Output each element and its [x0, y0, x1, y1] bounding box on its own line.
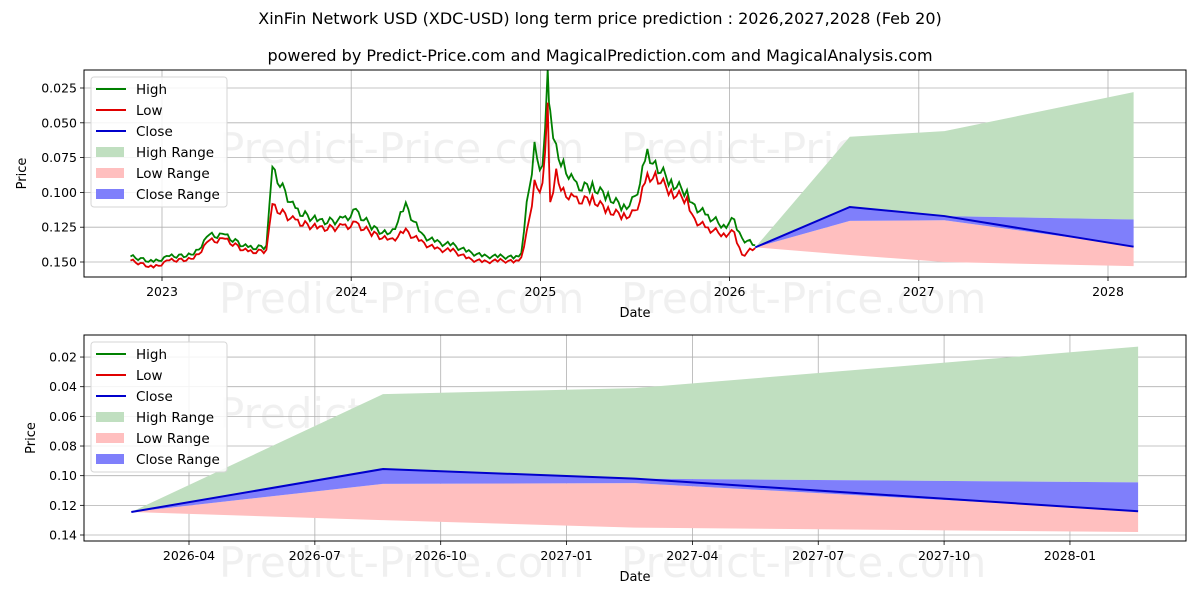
legend-label: Low: [136, 103, 163, 119]
y-tick-label: 0.06: [49, 409, 77, 424]
high-range-band: [131, 346, 1139, 513]
legend: High Low Close High Range Low Range Close Ran…: [90, 341, 228, 473]
legend-patch-low-range: [96, 168, 124, 178]
x-axis-label: Date: [619, 306, 650, 321]
legend-label: Low Range: [136, 431, 210, 447]
y-axis-label: Price: [15, 158, 30, 190]
y-tick-label: 0.075: [41, 150, 77, 165]
legend-label: Close Range: [136, 187, 220, 203]
x-tick-label: 2027-01: [540, 548, 592, 563]
chart-title: XinFin Network USD (XDC-USD) long term p…: [258, 9, 942, 28]
watermark: Predict-Price.com: [219, 124, 584, 173]
x-tick-label: 2025: [524, 284, 556, 299]
legend: High Low Close High Range Low Range Close Ran…: [90, 76, 228, 208]
x-tick-label: 2026-07: [289, 548, 341, 563]
legend-label: Close: [136, 124, 173, 140]
close-range-band: [131, 469, 1139, 513]
legend-label: High Range: [136, 145, 214, 161]
x-tick-label: 2027-04: [666, 548, 718, 563]
legend-label: Close: [136, 389, 173, 405]
x-tick-label: 2027-10: [918, 548, 970, 563]
low-range-band: [131, 483, 1139, 533]
x-tick-label: 2028: [1092, 284, 1124, 299]
x-tick-label: 2023: [146, 284, 178, 299]
close-line: [754, 205, 1134, 249]
legend-patch-high-range: [96, 412, 124, 422]
watermark: Predict-Price.com: [621, 274, 986, 323]
close-range-band: [755, 207, 1134, 248]
legend-patch-close-range: [96, 189, 124, 199]
y-tick-label: 0.100: [41, 185, 77, 200]
y-tick-label: 0.125: [41, 220, 77, 235]
y-tick-label: 0.150: [41, 255, 77, 270]
axes-frame: [83, 69, 1187, 278]
watermark: Predict-Price.com: [219, 274, 584, 323]
top-panel: Predict-Price.com Predict-Price.com Predic…: [15, 69, 1187, 323]
x-tick-label: 2026-10: [415, 548, 467, 563]
axes-frame: [83, 334, 1187, 542]
high-line: [130, 70, 756, 264]
bottom-panel: Predict-Price.comPredict-Price.comPredic…: [24, 334, 1187, 587]
low-line: [130, 102, 756, 269]
legend-label: High: [136, 82, 167, 98]
legend-label: High Range: [136, 410, 214, 426]
x-tick-label: 2026-04: [163, 548, 215, 563]
y-tick-label: 0.08: [49, 439, 77, 454]
x-tick-label: 2024: [335, 284, 367, 299]
y-tick-label: 0.025: [41, 81, 77, 96]
x-tick-label: 2026: [714, 284, 746, 299]
legend-patch-close-range: [96, 454, 124, 464]
chart-subtitle: powered by Predict-Price.com and Magical…: [267, 46, 933, 65]
y-axis-label: Price: [24, 422, 39, 454]
y-tick-label: 0.14: [49, 528, 77, 543]
legend-label: Low Range: [136, 166, 210, 182]
legend-label: Close Range: [136, 452, 220, 468]
plot-area: [131, 346, 1139, 533]
x-tick-label: 2027-07: [792, 548, 844, 563]
legend-label: Low: [136, 368, 163, 384]
y-tick-label: 0.04: [49, 379, 77, 394]
x-tick-label: 2027: [903, 284, 935, 299]
x-tick-label: 2028-01: [1044, 548, 1096, 563]
watermark: Predict-Price.com: [219, 538, 584, 587]
close-line: [131, 468, 1139, 513]
watermark: Predict-Price.com: [621, 538, 986, 587]
y-tick-label: 0.10: [49, 468, 77, 483]
y-tick-label: 0.02: [49, 350, 77, 365]
high-range-band: [755, 92, 1134, 248]
y-tick-label: 0.12: [49, 498, 77, 513]
legend-label: High: [136, 347, 167, 363]
low-range-band: [755, 220, 1134, 267]
x-axis-label: Date: [619, 570, 650, 585]
y-tick-label: 0.050: [41, 115, 77, 130]
legend-patch-low-range: [96, 433, 124, 443]
plot-area: [130, 70, 1134, 269]
legend-patch-high-range: [96, 147, 124, 157]
